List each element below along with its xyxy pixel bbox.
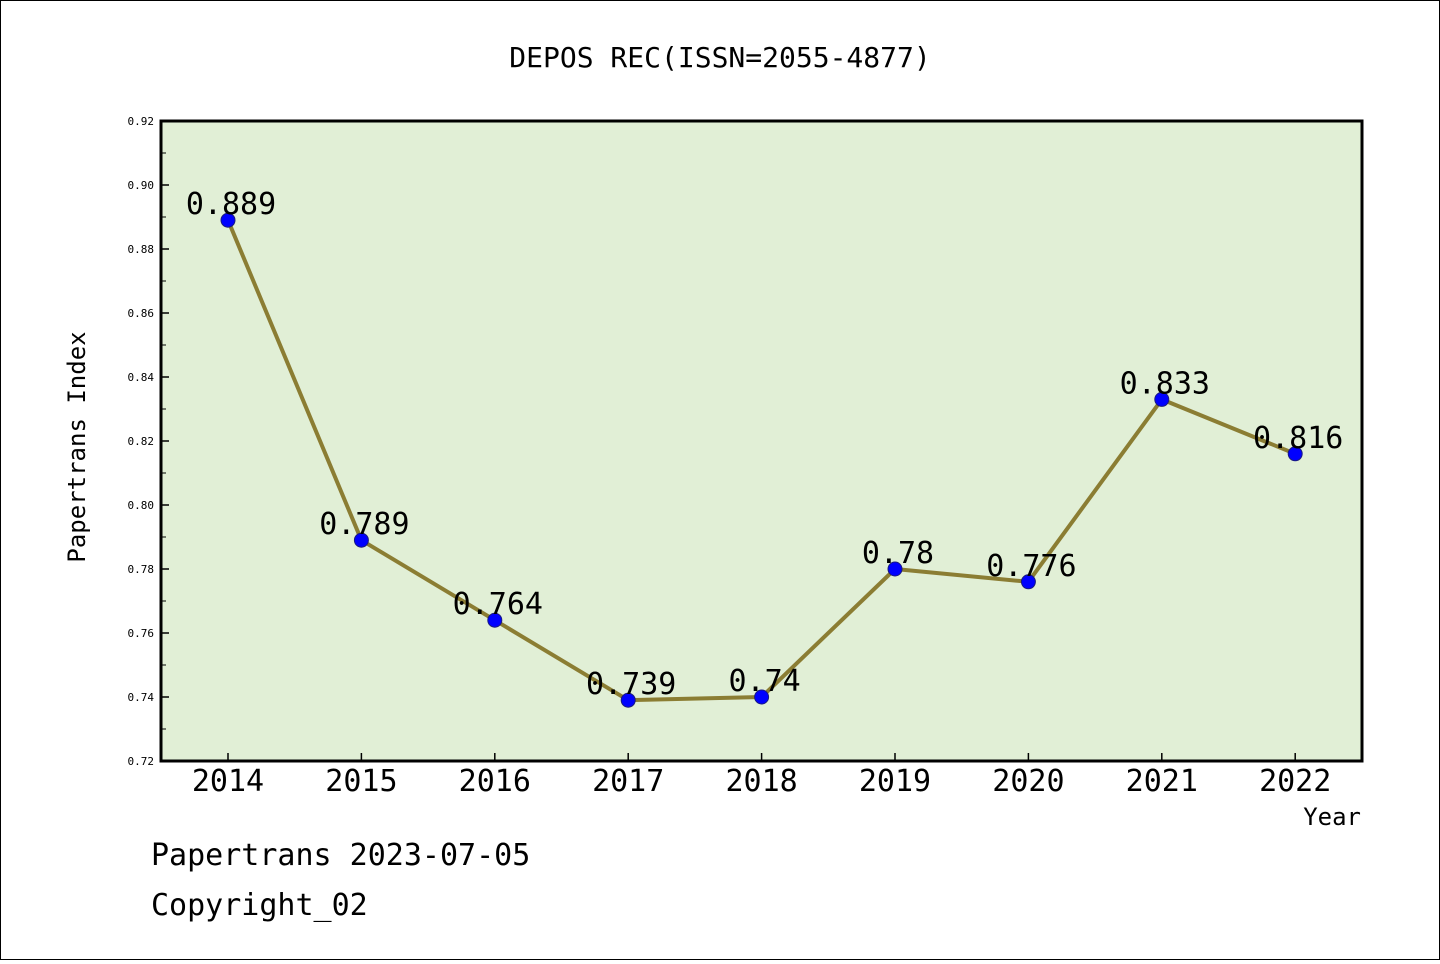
y-tick-label: 0.76 xyxy=(128,627,155,640)
y-axis-title: Papertrans Index xyxy=(63,331,91,562)
data-label: 0.78 xyxy=(862,536,934,571)
x-tick-label: 2016 xyxy=(459,764,531,799)
x-axis: 2014 2015 2016 2017 2018 2019 2020 2021 2022 xyxy=(192,753,1331,799)
data-point-marker xyxy=(353,532,369,548)
y-tick-label: 0.72 xyxy=(128,755,155,768)
data-label: 0.889 xyxy=(186,187,276,222)
y-tick-label: 0.86 xyxy=(128,307,155,320)
chart-title: DEPOS REC(ISSN=2055-4877) xyxy=(509,41,930,74)
data-point-marker xyxy=(1287,446,1303,462)
x-tick-label: 2018 xyxy=(725,764,797,799)
data-label: 0.816 xyxy=(1253,421,1343,456)
y-tick-label: 0.88 xyxy=(128,243,155,256)
data-label: 0.833 xyxy=(1120,366,1210,401)
data-label: 0.74 xyxy=(728,664,800,699)
plot-area xyxy=(159,119,1364,763)
y-tick-label: 0.82 xyxy=(128,435,155,448)
data-label: 0.764 xyxy=(453,587,543,622)
data-point-marker xyxy=(1154,391,1170,407)
x-tick-label: 2022 xyxy=(1259,764,1331,799)
x-tick-label: 2015 xyxy=(325,764,397,799)
data-label: 0.789 xyxy=(319,507,409,542)
data-point-marker xyxy=(754,689,770,705)
data-label: 0.776 xyxy=(986,549,1076,584)
x-axis-title: Year xyxy=(1303,803,1361,831)
y-tick-label: 0.78 xyxy=(128,563,155,576)
data-label: 0.739 xyxy=(586,667,676,702)
data-point-marker xyxy=(620,692,636,708)
data-point-marker xyxy=(487,612,503,628)
footer-copyright: Copyright_02 xyxy=(151,888,368,923)
data-labels-group: 0.889 0.789 0.764 0.739 0.74 0.78 0.776 0.833 0.… xyxy=(186,187,1344,702)
x-tick-label: 2017 xyxy=(592,764,664,799)
y-tick-label: 0.92 xyxy=(128,115,155,128)
y-axis: 0.72 0.74 0.76 0.78 0.80 0.82 0.84 0.86 0.88 0.90… xyxy=(128,115,169,768)
y-tick-label: 0.90 xyxy=(128,179,155,192)
markers-group xyxy=(220,212,1303,708)
x-tick-label: 2014 xyxy=(192,764,264,799)
data-point-marker xyxy=(1020,574,1036,590)
x-tick-label: 2021 xyxy=(1126,764,1198,799)
data-point-marker xyxy=(887,561,903,577)
x-tick-label: 2019 xyxy=(859,764,931,799)
footer-date: Papertrans 2023-07-05 xyxy=(151,838,530,873)
y-tick-label: 0.84 xyxy=(128,371,155,384)
x-tick-label: 2020 xyxy=(992,764,1064,799)
y-tick-label: 0.80 xyxy=(128,499,155,512)
y-tick-label: 0.74 xyxy=(128,691,155,704)
data-point-marker xyxy=(220,212,236,228)
